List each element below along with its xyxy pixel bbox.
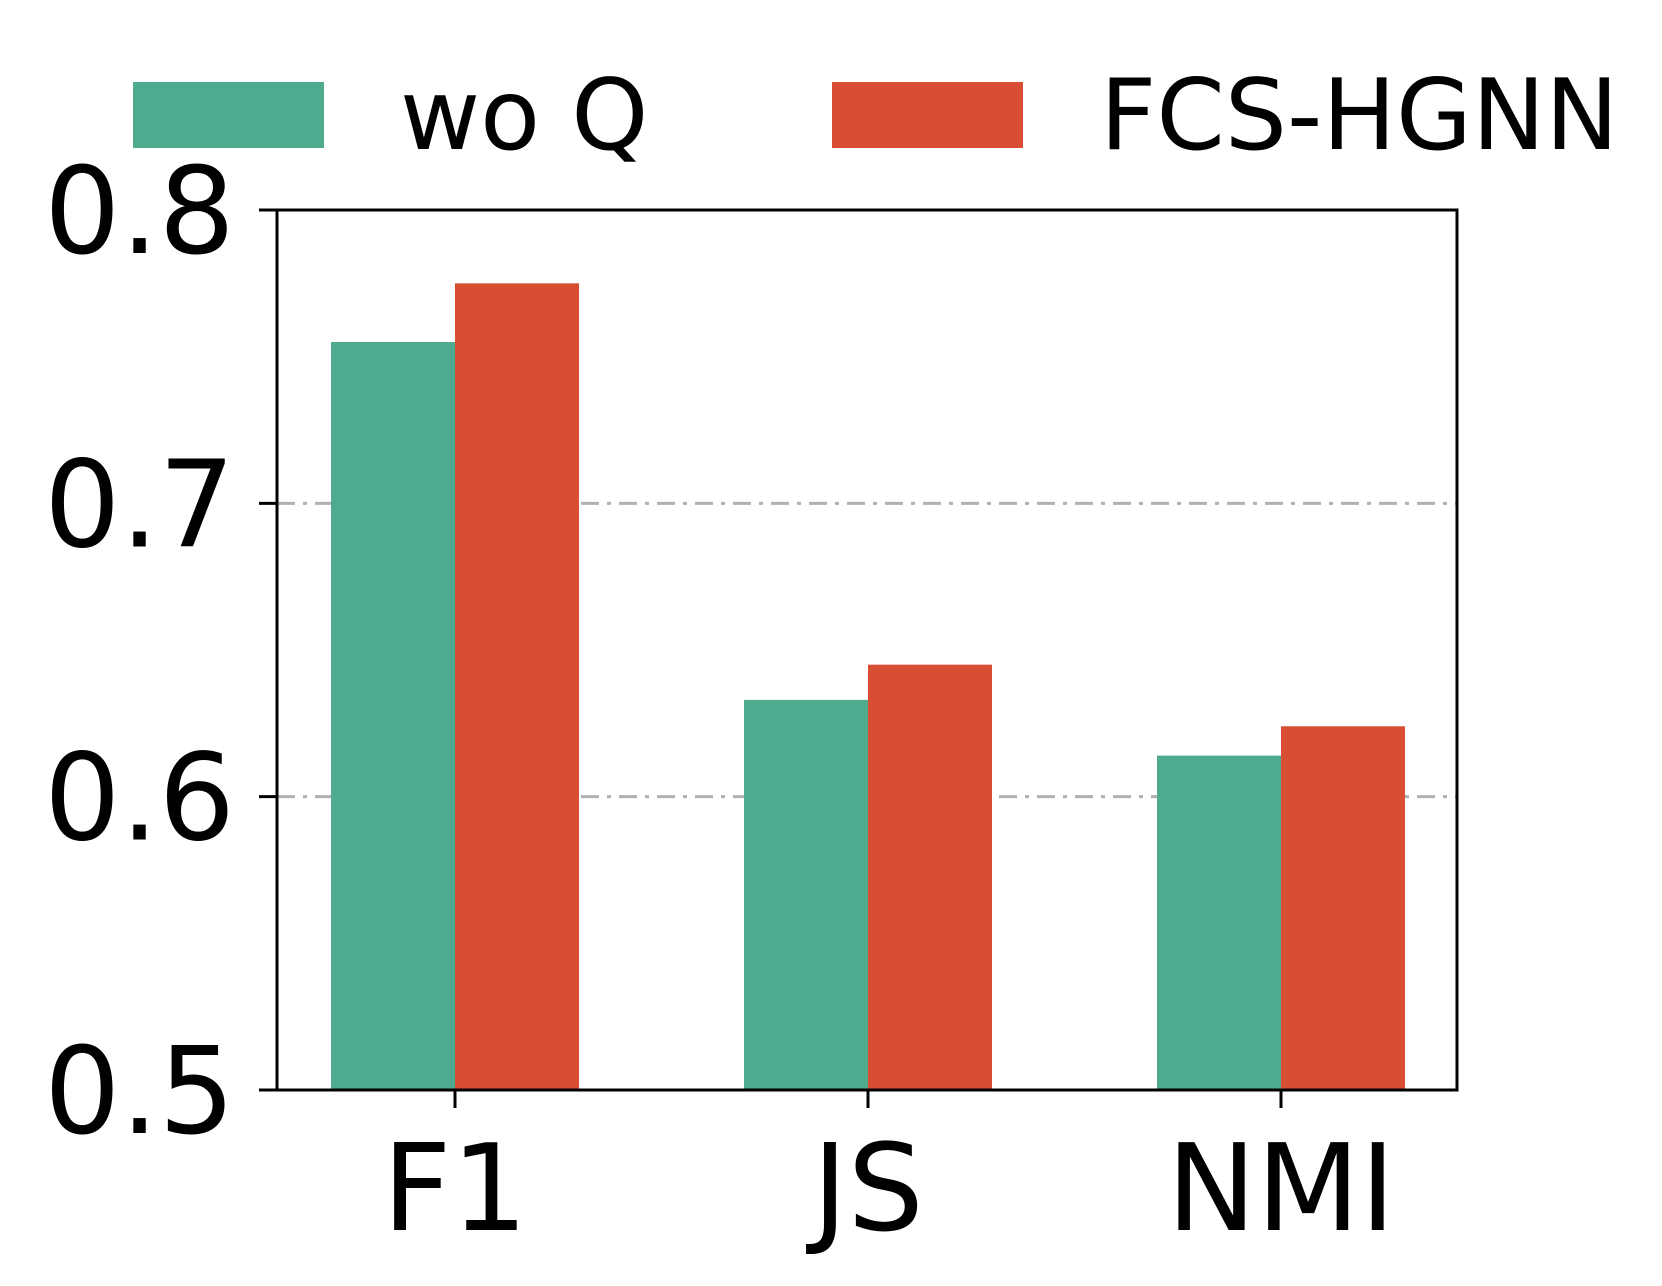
y-tick-label: 0.7 — [44, 436, 235, 575]
x-tick-label: JS — [805, 1120, 924, 1259]
x-tick-label: F1 — [382, 1120, 527, 1259]
x-axis: F1 JS NMI — [382, 1090, 1395, 1259]
y-tick-label: 0.5 — [44, 1023, 235, 1162]
legend-label: wo Q — [400, 59, 648, 173]
y-tick-label: 0.6 — [44, 730, 235, 869]
legend: wo Q FCS-HGNN — [133, 59, 1619, 173]
legend-swatch — [133, 82, 324, 148]
bar-fcs-hgnn-js — [868, 664, 992, 1090]
bar-wo-q-f1 — [331, 342, 455, 1090]
legend-label: FCS-HGNN — [1100, 59, 1619, 173]
x-tick-label: NMI — [1167, 1120, 1396, 1259]
bar-wo-q-nmi — [1157, 755, 1281, 1090]
bar-fcs-hgnn-f1 — [455, 283, 579, 1090]
y-axis: 0.5 0.6 0.7 0.8 — [44, 143, 277, 1162]
legend-swatch — [832, 82, 1023, 148]
bars — [331, 283, 1405, 1090]
bar-fcs-hgnn-nmi — [1281, 726, 1405, 1090]
y-tick-label: 0.8 — [44, 143, 235, 282]
bar-wo-q-js — [744, 699, 868, 1090]
